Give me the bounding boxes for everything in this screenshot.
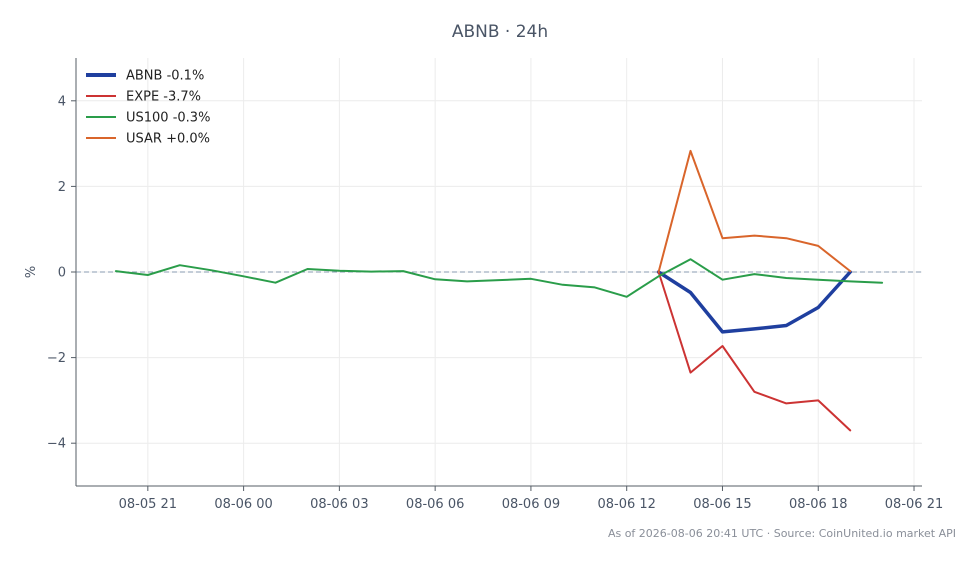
ticks-layer: 4 2 0 −2 −4 08-05 21 08-06 00 08-06 03 08-06 06 0… [47,94,943,512]
y-tick-label: 2 [58,180,66,195]
series-line-1 [657,271,852,432]
series-line-0 [656,270,852,334]
x-tick-label: 08-06 21 [885,497,943,512]
y-tick-label: −2 [47,351,66,366]
x-tick-label: 08-06 03 [310,497,368,512]
x-tick-label: 08-06 18 [789,497,847,512]
x-tick-label: 08-06 00 [214,497,272,512]
x-tick-label: 08-06 15 [693,497,751,512]
x-tick-label: 08-06 09 [502,497,560,512]
y-tick-label: 4 [58,94,66,109]
legend-label-3: USAR +0.0% [126,132,210,147]
legend-label-2: US100 -0.3% [126,111,210,126]
y-tick-label: 0 [58,266,66,281]
x-tick-label: 08-06 06 [406,497,464,512]
series-line-3 [657,149,852,273]
y-axis-label: % [24,266,39,278]
legend-label-0: ABNB -0.1% [126,69,204,84]
x-tick-label: 08-06 12 [597,497,655,512]
x-tick-label: 08-05 21 [119,497,177,512]
source-footer: As of 2026-08-06 20:41 UTC · Source: Coi… [607,527,956,540]
legend: ABNB -0.1% EXPE -3.7% US100 -0.3% USAR +0.0… [86,69,210,147]
y-tick-label: −4 [47,437,66,452]
legend-label-1: EXPE -3.7% [126,90,201,105]
series-layer [114,149,884,432]
chart-title: ABNB · 24h [452,22,548,42]
series-line-2 [114,258,884,298]
